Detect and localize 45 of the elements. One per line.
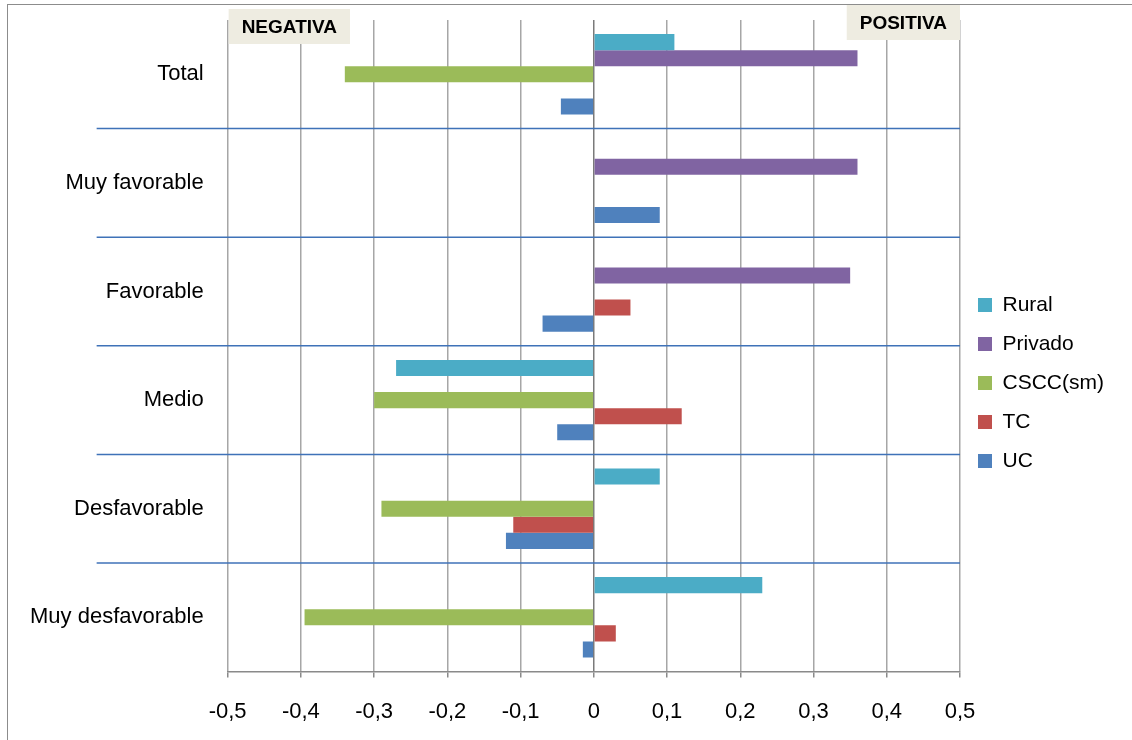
bar xyxy=(513,516,594,533)
legend-label: Rural xyxy=(1002,291,1053,315)
x-tick-label: -0,2 xyxy=(428,697,467,723)
bar xyxy=(594,158,858,175)
bar xyxy=(542,315,594,332)
x-tick-label: -0,1 xyxy=(501,697,540,723)
bar xyxy=(594,468,660,485)
bar xyxy=(594,34,675,51)
x-tick-label: -0,4 xyxy=(281,697,320,723)
bar xyxy=(594,625,616,642)
bar xyxy=(304,609,594,626)
bar xyxy=(344,66,594,83)
x-tick-label: -0,5 xyxy=(208,697,247,723)
x-tick-label: -0,3 xyxy=(355,697,394,723)
x-tick-label: 0,3 xyxy=(798,697,829,723)
bar xyxy=(396,359,594,376)
annotation: POSITIVA xyxy=(859,11,948,33)
y-tick-label: Desfavorable xyxy=(74,494,204,520)
annotation: NEGATIVA xyxy=(241,15,338,37)
bar xyxy=(594,577,763,594)
x-tick-label: 0 xyxy=(587,697,600,723)
legend-label: UC xyxy=(1002,447,1033,471)
y-tick-label: Medio xyxy=(143,386,204,412)
bar xyxy=(594,299,631,316)
x-tick-label: 0,1 xyxy=(651,697,683,723)
bar xyxy=(594,267,851,284)
legend-label: CSCC(sm) xyxy=(1002,369,1104,393)
legend-label: Privado xyxy=(1002,330,1074,354)
bar xyxy=(560,98,594,115)
y-tick-label: Muy favorable xyxy=(65,168,204,194)
x-tick-label: 0,4 xyxy=(871,697,903,723)
bar xyxy=(505,532,594,549)
x-tick-label: 0,5 xyxy=(944,697,976,723)
y-tick-label: Muy desfavorable xyxy=(29,603,204,629)
bar xyxy=(594,408,682,425)
y-tick-label: Favorable xyxy=(105,277,204,303)
y-tick-label: Total xyxy=(157,60,204,86)
bar xyxy=(594,50,858,67)
bar xyxy=(557,424,594,441)
bar xyxy=(381,500,594,517)
bar xyxy=(582,641,594,658)
x-tick-label: 0,2 xyxy=(725,697,756,723)
legend-label: TC xyxy=(1002,408,1031,432)
bar xyxy=(594,207,660,224)
bar xyxy=(374,392,594,409)
